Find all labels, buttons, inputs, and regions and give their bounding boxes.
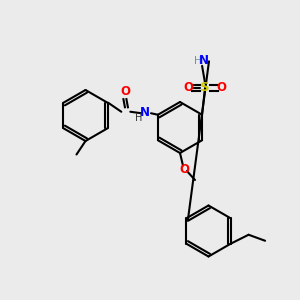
Text: O: O — [217, 81, 226, 94]
Text: H: H — [135, 113, 143, 123]
Text: N: N — [140, 106, 150, 119]
Text: O: O — [184, 81, 194, 94]
Text: N: N — [199, 54, 209, 67]
Text: O: O — [179, 163, 190, 176]
Text: O: O — [120, 85, 130, 98]
Text: H: H — [194, 56, 202, 66]
Text: S: S — [200, 81, 210, 94]
